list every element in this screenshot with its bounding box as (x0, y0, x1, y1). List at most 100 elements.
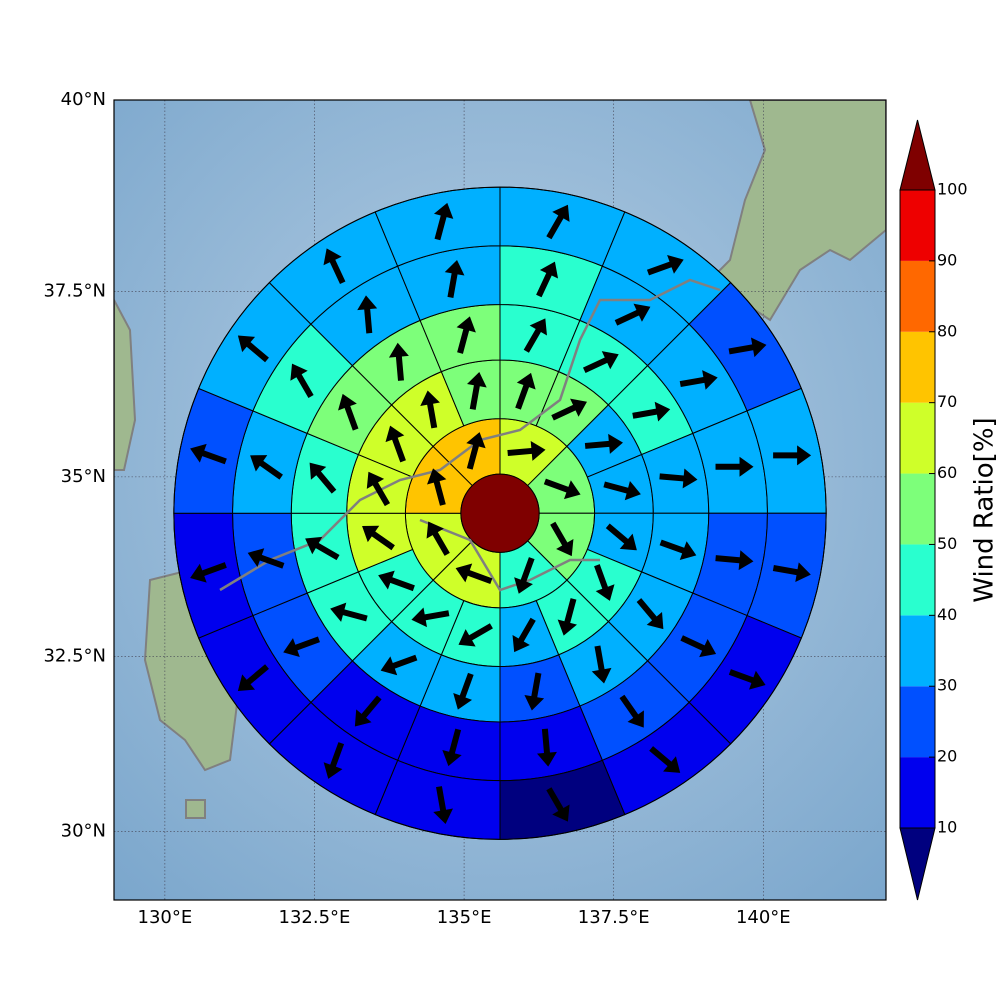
wind-arrow (309, 462, 337, 494)
y-tick-label: 30°N (61, 820, 106, 841)
colorbar-tick-label: 10 (937, 818, 957, 837)
land (114, 299, 137, 471)
colorbar-tick-label: 40 (937, 605, 957, 624)
colorbar-bin (900, 757, 935, 828)
wind-arrow (290, 363, 314, 399)
wind-arrow (659, 539, 697, 560)
colorbar-bin (900, 260, 935, 332)
wind-arrow (546, 204, 570, 240)
wind-arrow (420, 390, 440, 429)
x-tick-label: 137.5°E (578, 907, 650, 928)
wind-arrow (614, 303, 651, 326)
wind-arrow (512, 617, 536, 653)
wind-arrow (605, 523, 637, 551)
wind-arrow (433, 202, 454, 241)
wind-arrow (603, 480, 641, 501)
wind-arrow (557, 598, 577, 636)
wind-arrow (305, 536, 340, 561)
y-tick-label: 32.5°N (43, 646, 106, 667)
x-tick-label: 135°E (437, 907, 492, 928)
y-tick-label: 40°N (61, 89, 106, 110)
wind-arrow (524, 672, 545, 711)
wind-arrow (237, 335, 269, 363)
colorbar-tick-label: 90 (937, 250, 957, 269)
wind-arrow (772, 562, 811, 583)
wind-arrow (537, 728, 557, 767)
coastline-path (219, 278, 721, 592)
wind-arrow (619, 694, 644, 728)
wind-arrow (594, 564, 615, 601)
x-tick-label: 132.5°E (279, 907, 351, 928)
colorbar-bin (900, 544, 935, 616)
wind-arrow (357, 295, 378, 334)
colorbar: 10 20 30 40 50 60 70 80 90 100 (899, 119, 968, 901)
colorbar-tick-label: 20 (937, 747, 957, 766)
wind-arrow (442, 728, 462, 767)
colorbar-bin (900, 615, 935, 687)
wind-arrow (388, 342, 409, 381)
wind-arrow (458, 623, 493, 647)
colorbar-label: Wind Ratio[%] (970, 417, 1000, 602)
wind-arrow (515, 372, 536, 410)
colorbar-frame (899, 189, 936, 829)
wind-arrow (636, 598, 664, 630)
y-tick-label: 35°N (61, 466, 106, 487)
wind-arrow (632, 401, 671, 422)
wind-arrow (584, 433, 623, 454)
wind-arrow (283, 636, 320, 657)
wind-arrow (433, 786, 453, 825)
colorbar-tick-label: 30 (937, 676, 957, 695)
wind-arrow (715, 550, 754, 571)
colorbar-bin (900, 331, 935, 403)
colorbar-tick-label: 60 (937, 463, 957, 482)
wind-arrow (659, 468, 698, 489)
wind-arrow (411, 607, 450, 628)
x-tick-label: 140°E (736, 907, 791, 928)
wind-arrow (773, 445, 812, 466)
wind-arrow (323, 248, 346, 285)
wind-arrow (715, 456, 754, 477)
ring-outline (173, 186, 827, 840)
colorbar-tick-label: 100 (937, 180, 968, 199)
wind-arrow (543, 478, 581, 500)
wind-arrow (453, 672, 474, 710)
x-tick-label: 130°E (138, 907, 193, 928)
wind-arrow (190, 562, 227, 583)
wind-arrow (551, 398, 587, 421)
colorbar-bin (900, 686, 935, 758)
wind-arrow (536, 261, 559, 298)
wind-arrow (550, 521, 574, 557)
wind-arrow (250, 455, 283, 480)
wind-arrow (523, 318, 547, 353)
center-disc (460, 473, 540, 553)
wind-arrow (546, 787, 570, 822)
wind-arrow (467, 371, 487, 410)
colorbar-tick-label: 70 (937, 392, 957, 411)
wind-arrow (444, 260, 465, 298)
wind-arrow (385, 425, 406, 463)
colorbar-under (899, 827, 936, 901)
wind-arrow (456, 316, 476, 354)
wind-arrow (237, 664, 269, 691)
wind-arrow (455, 563, 493, 584)
wind-arrow (591, 645, 612, 684)
y-tick-label: 37.5°N (43, 281, 106, 302)
wind-arrow (354, 695, 382, 727)
colorbar-bin (900, 402, 935, 474)
wind-arrow (338, 393, 359, 431)
wind-arrow (366, 471, 391, 507)
wind-arrow (728, 669, 766, 690)
wind-arrow (507, 440, 546, 461)
wind-arrow (427, 468, 447, 506)
wind-arrow (247, 548, 285, 569)
wind-arrow (378, 570, 415, 592)
wind-arrow (362, 525, 395, 551)
wind-arrow (649, 746, 681, 773)
land (185, 799, 206, 819)
wind-arrow (190, 443, 227, 465)
colorbar-over (899, 119, 936, 191)
coastline (219, 278, 721, 592)
wind-arrow (680, 635, 717, 658)
wind-arrow (466, 432, 486, 470)
